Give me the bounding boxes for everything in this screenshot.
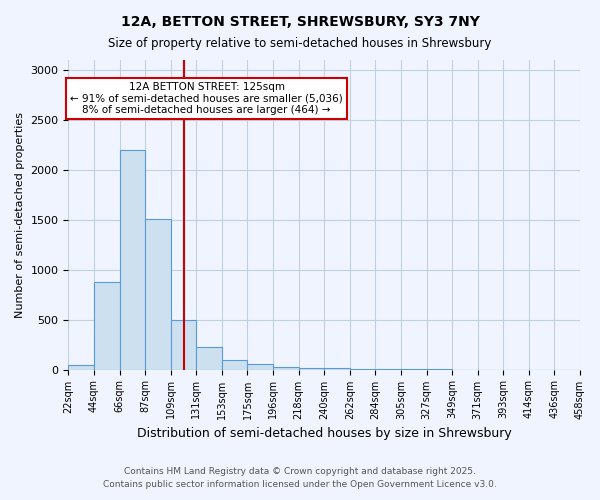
Bar xyxy=(196,346,222,370)
Text: Contains HM Land Registry data © Crown copyright and database right 2025.: Contains HM Land Registry data © Crown c… xyxy=(124,467,476,476)
Bar xyxy=(247,364,273,370)
Bar xyxy=(94,282,119,370)
Text: 12A, BETTON STREET, SHREWSBURY, SY3 7NY: 12A, BETTON STREET, SHREWSBURY, SY3 7NY xyxy=(121,15,479,29)
Bar xyxy=(299,368,324,370)
Y-axis label: Number of semi-detached properties: Number of semi-detached properties xyxy=(15,112,25,318)
Bar xyxy=(273,366,299,370)
X-axis label: Distribution of semi-detached houses by size in Shrewsbury: Distribution of semi-detached houses by … xyxy=(137,427,512,440)
Text: Contains public sector information licensed under the Open Government Licence v3: Contains public sector information licen… xyxy=(103,480,497,489)
Bar xyxy=(324,368,350,370)
Bar xyxy=(171,320,196,370)
Bar xyxy=(222,360,247,370)
Bar xyxy=(68,364,94,370)
Text: 12A BETTON STREET: 125sqm
← 91% of semi-detached houses are smaller (5,036)
8% o: 12A BETTON STREET: 125sqm ← 91% of semi-… xyxy=(70,82,343,115)
Text: Size of property relative to semi-detached houses in Shrewsbury: Size of property relative to semi-detach… xyxy=(109,38,491,51)
Bar xyxy=(145,219,171,370)
Bar xyxy=(119,150,145,370)
